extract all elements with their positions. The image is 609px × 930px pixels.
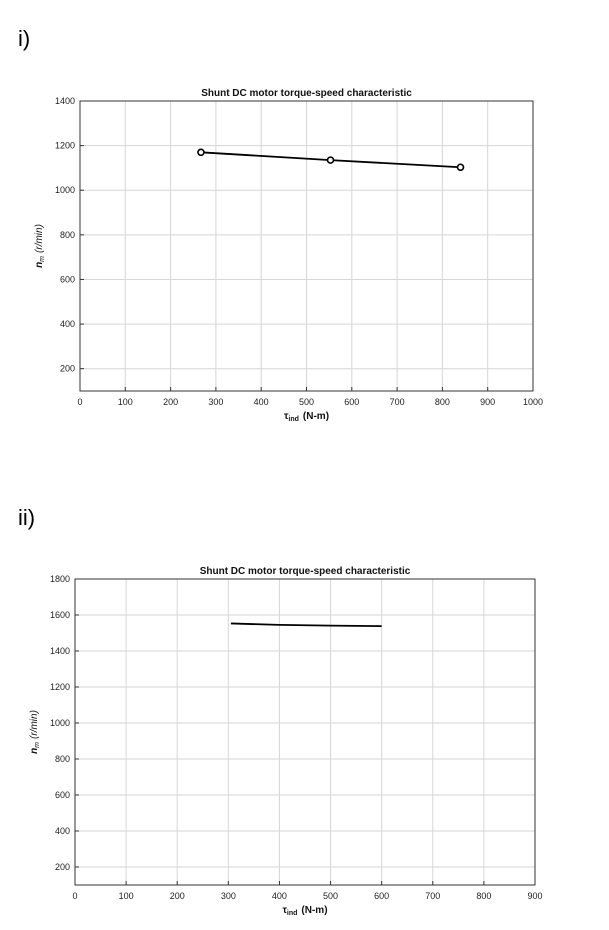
x-tick-label: 0 <box>77 397 82 407</box>
chart-title: Shunt DC motor torque-speed characterist… <box>201 88 412 99</box>
x-tick-label: 600 <box>344 397 359 407</box>
x-tick-label: 0 <box>72 891 77 901</box>
x-tick-label: 900 <box>527 891 542 901</box>
y-tick-label: 1200 <box>55 141 75 151</box>
x-axis-label: τind (N-m) <box>282 905 327 917</box>
x-tick-label: 1000 <box>523 397 543 407</box>
part-i-label: i) <box>18 26 31 51</box>
grid <box>75 579 535 885</box>
data-point <box>456 163 465 172</box>
x-tick-label: 300 <box>208 397 223 407</box>
part-ii-label: ii) <box>18 505 36 530</box>
x-tick-label: 900 <box>480 397 495 407</box>
y-tick-label: 1400 <box>55 96 75 106</box>
y-tick-label: 600 <box>60 274 75 284</box>
x-tick-label: 100 <box>118 397 133 407</box>
x-tick-label: 500 <box>323 891 338 901</box>
data-point <box>197 148 205 157</box>
x-tick-label: 700 <box>425 891 440 901</box>
y-tick-label: 1000 <box>50 718 70 728</box>
x-tick-label: 400 <box>254 397 269 407</box>
y-tick-label: 1800 <box>50 574 70 584</box>
y-tick-label: 1400 <box>50 646 70 656</box>
torque-speed-chart-1: 0 100 200 300 400 500 600 700 800 900 1000 200 400 60… <box>34 88 543 423</box>
x-tick-label: 700 <box>390 397 405 407</box>
y-tick-label: 200 <box>60 364 75 374</box>
y-tick-label: 400 <box>60 319 75 329</box>
y-axis-label: nm(r/min) <box>34 224 46 268</box>
torque-speed-chart-2: 0 100 200 300 400 500 600 700 800 900 200 400 600 800… <box>29 566 543 917</box>
grid <box>80 101 533 391</box>
y-tick-label: 1600 <box>50 610 70 620</box>
x-tick-label: 500 <box>299 397 314 407</box>
x-tick-label: 800 <box>476 891 491 901</box>
y-tick-label: 800 <box>60 230 75 240</box>
y-axis-label: nm(r/min) <box>29 710 41 754</box>
y-tick-label: 400 <box>55 826 70 836</box>
chart-title: Shunt DC motor torque-speed characterist… <box>200 566 411 577</box>
y-tick-label: 800 <box>55 754 70 764</box>
y-tick-label: 200 <box>55 862 70 872</box>
data-point <box>326 156 335 164</box>
x-tick-label: 400 <box>272 891 287 901</box>
y-tick-label: 1000 <box>55 185 75 195</box>
series-line <box>230 622 382 628</box>
x-axis-label: τind (N-m) <box>284 411 329 423</box>
x-tick-label: 200 <box>170 891 185 901</box>
x-tick-label: 600 <box>374 891 389 901</box>
plot-area <box>75 579 535 885</box>
x-tick-label: 800 <box>435 397 450 407</box>
x-tick-label: 100 <box>119 891 134 901</box>
plot-frame <box>74 578 536 886</box>
x-tick-label: 200 <box>163 397 178 407</box>
y-tick-label: 600 <box>55 790 70 800</box>
y-tick-label: 1200 <box>50 682 70 692</box>
x-tick-label: 300 <box>221 891 236 901</box>
